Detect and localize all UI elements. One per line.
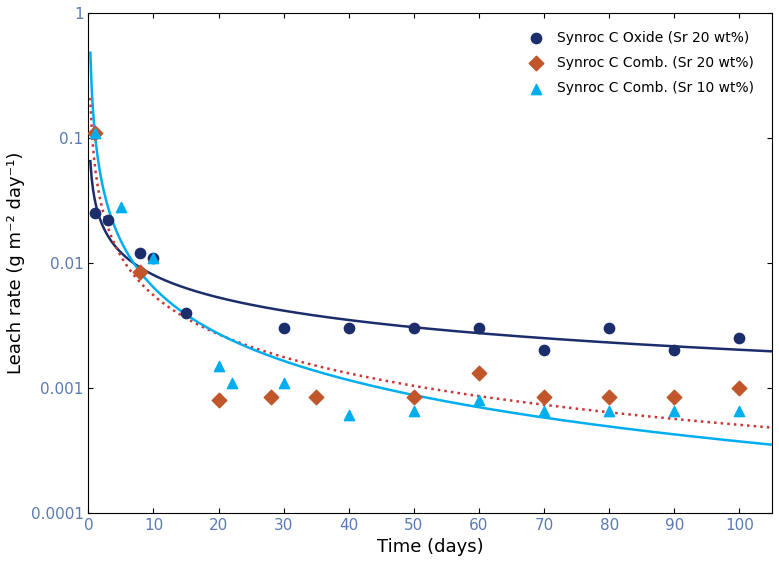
- Synroc C Comb. (Sr 10 wt%): [733, 406, 746, 415]
- Synroc C Comb. (Sr 10 wt%): [473, 395, 485, 404]
- Synroc C Oxide (Sr 20 wt%): [134, 248, 146, 257]
- Legend: Synroc C Oxide (Sr 20 wt%), Synroc C Comb. (Sr 20 wt%), Synroc C Comb. (Sr 10 wt: Synroc C Oxide (Sr 20 wt%), Synroc C Com…: [511, 20, 765, 106]
- Synroc C Oxide (Sr 20 wt%): [668, 346, 681, 355]
- Synroc C Comb. (Sr 10 wt%): [603, 406, 615, 415]
- Synroc C Comb. (Sr 10 wt%): [89, 128, 101, 137]
- Synroc C Comb. (Sr 10 wt%): [225, 378, 238, 387]
- Synroc C Comb. (Sr 20 wt%): [310, 392, 323, 401]
- Synroc C Oxide (Sr 20 wt%): [473, 324, 485, 333]
- Synroc C Comb. (Sr 10 wt%): [115, 203, 127, 212]
- Synroc C Comb. (Sr 20 wt%): [668, 392, 681, 401]
- Synroc C Comb. (Sr 10 wt%): [277, 378, 290, 387]
- Synroc C Comb. (Sr 20 wt%): [733, 383, 746, 392]
- Synroc C Comb. (Sr 10 wt%): [538, 406, 551, 415]
- Synroc C Comb. (Sr 20 wt%): [407, 392, 420, 401]
- Synroc C Oxide (Sr 20 wt%): [89, 208, 101, 217]
- Synroc C Comb. (Sr 10 wt%): [213, 361, 225, 370]
- Synroc C Comb. (Sr 20 wt%): [134, 267, 146, 276]
- Synroc C Oxide (Sr 20 wt%): [603, 324, 615, 333]
- Synroc C Oxide (Sr 20 wt%): [180, 308, 192, 317]
- X-axis label: Time (days): Time (days): [377, 538, 484, 556]
- Synroc C Comb. (Sr 20 wt%): [89, 128, 101, 137]
- Synroc C Oxide (Sr 20 wt%): [147, 253, 160, 262]
- Synroc C Comb. (Sr 20 wt%): [213, 395, 225, 404]
- Synroc C Comb. (Sr 20 wt%): [264, 392, 277, 401]
- Synroc C Oxide (Sr 20 wt%): [733, 333, 746, 342]
- Synroc C Comb. (Sr 10 wt%): [668, 406, 681, 415]
- Synroc C Comb. (Sr 20 wt%): [473, 369, 485, 378]
- Synroc C Comb. (Sr 20 wt%): [538, 392, 551, 401]
- Synroc C Comb. (Sr 20 wt%): [603, 392, 615, 401]
- Synroc C Comb. (Sr 10 wt%): [407, 406, 420, 415]
- Synroc C Oxide (Sr 20 wt%): [102, 216, 115, 225]
- Synroc C Comb. (Sr 10 wt%): [343, 411, 355, 420]
- Synroc C Oxide (Sr 20 wt%): [343, 324, 355, 333]
- Y-axis label: Leach rate (g m⁻² day⁻¹): Leach rate (g m⁻² day⁻¹): [7, 151, 25, 374]
- Synroc C Comb. (Sr 10 wt%): [147, 253, 160, 262]
- Synroc C Oxide (Sr 20 wt%): [277, 324, 290, 333]
- Synroc C Oxide (Sr 20 wt%): [407, 324, 420, 333]
- Synroc C Oxide (Sr 20 wt%): [538, 346, 551, 355]
